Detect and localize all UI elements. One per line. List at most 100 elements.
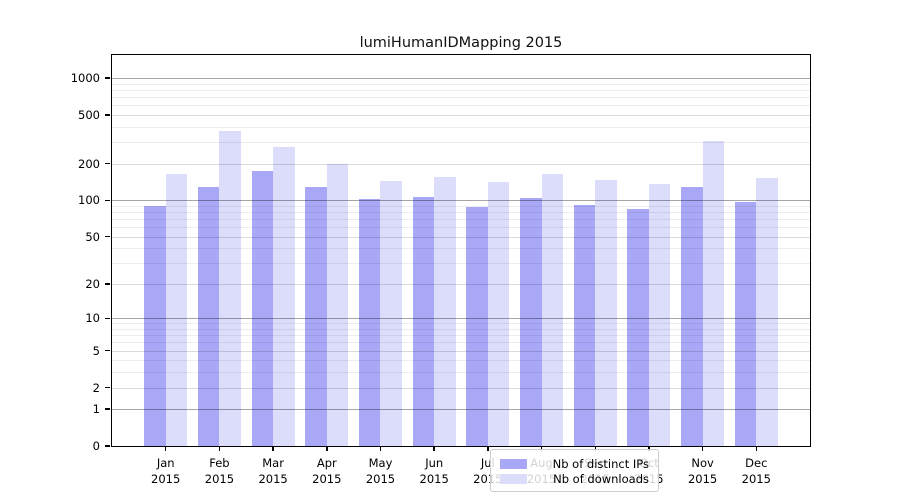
- gridline-5: [112, 350, 810, 352]
- x-tick-year: 2015: [365, 472, 396, 486]
- bar-distinct-ips-oct: [627, 208, 649, 446]
- x-tick-year: 2015: [419, 472, 449, 486]
- gridline-2: [112, 387, 810, 389]
- bar-downloads-feb: [219, 130, 241, 446]
- x-tick-year: 2015: [687, 472, 718, 486]
- x-tick-may: [379, 446, 382, 451]
- bar-distinct-ips-jul: [466, 206, 488, 446]
- bar-downloads-jun: [434, 177, 456, 446]
- gridline-minor-4: [112, 360, 810, 362]
- x-tick-dec: [755, 446, 758, 451]
- y-tick-label-10: 10: [85, 311, 100, 326]
- gridline-minor-80: [112, 212, 810, 213]
- gridline-1: [112, 409, 810, 411]
- gridline-minor-900: [112, 83, 810, 85]
- legend: Nb of distinct IPs Nb of downloads: [490, 449, 659, 492]
- bar-distinct-ips-aug: [520, 198, 542, 446]
- x-tick-year: 2015: [741, 472, 771, 486]
- bar-downloads-oct: [648, 184, 671, 446]
- y-tick-label-20: 20: [85, 276, 100, 291]
- gridline-50: [112, 236, 810, 238]
- gridline-500: [112, 114, 810, 116]
- x-tick-sep: [594, 446, 596, 451]
- gridline-200: [112, 163, 810, 165]
- bar-distinct-ips-nov: [681, 186, 703, 446]
- bar-distinct-ips-may: [358, 199, 381, 446]
- x-tick-month: May: [368, 456, 393, 470]
- legend-label-distinct-ips: Nb of distinct IPs: [552, 456, 649, 471]
- gridline-minor-7: [112, 335, 810, 337]
- y-tick-500: [105, 114, 110, 116]
- y-tick-label-2: 2: [92, 380, 100, 395]
- y-tick-label-100: 100: [78, 193, 100, 208]
- y-tick-0: [105, 445, 110, 447]
- y-tick-1000: [105, 77, 110, 79]
- x-tick-month: Jan: [156, 456, 175, 470]
- legend-label-downloads: Nb of downloads: [553, 471, 649, 486]
- y-tick-1: [105, 408, 110, 410]
- x-tick-label-mar: Mar 2015: [243, 455, 303, 487]
- x-tick-month: Apr: [316, 456, 337, 470]
- bar-downloads-nov: [702, 140, 725, 446]
- x-tick-year: 2015: [151, 472, 181, 486]
- gridline-minor-700: [112, 97, 810, 98]
- gridline-minor-9: [112, 323, 810, 325]
- gridline-minor-40: [112, 248, 810, 250]
- gridline-minor-90: [112, 205, 810, 207]
- bar-distinct-ips-jun: [412, 197, 435, 446]
- gridline-minor-6: [112, 342, 810, 344]
- gridline-minor-300: [112, 142, 810, 143]
- plot-area: Nb of distinct IPs Nb of downloads: [111, 54, 811, 492]
- y-tick-200: [105, 162, 110, 165]
- gridline-minor-800: [112, 89, 810, 91]
- bar-downloads-mar: [273, 147, 295, 446]
- bar-distinct-ips-apr: [305, 187, 327, 446]
- y-tick-label-500: 500: [78, 107, 100, 122]
- x-tick-oct: [648, 446, 650, 451]
- x-tick-month: Dec: [745, 456, 768, 470]
- x-tick-month: Jun: [425, 456, 444, 470]
- x-tick-nov: [701, 446, 704, 451]
- bar-distinct-ips-dec: [734, 201, 757, 446]
- gridline-minor-70: [112, 219, 810, 220]
- x-tick-label-feb: Feb 2015: [189, 455, 249, 487]
- x-tick-label-jan: Jan 2015: [136, 455, 196, 487]
- x-tick-month: Nov: [691, 456, 714, 470]
- bar-downloads-aug: [541, 173, 564, 446]
- y-tick-label-1000: 1000: [70, 71, 100, 85]
- bar-downloads-jan: [165, 174, 188, 446]
- y-tick-20: [105, 283, 110, 285]
- y-tick-label-1: 1: [92, 402, 100, 417]
- x-tick-mar: [272, 446, 274, 451]
- x-tick-jan: [164, 446, 167, 451]
- distinct-ips-swatch: [500, 458, 527, 469]
- gridline-minor-400: [112, 126, 810, 128]
- x-tick-label-dec: Dec 2015: [726, 455, 786, 487]
- x-tick-jun: [433, 446, 435, 451]
- x-tick-apr: [326, 446, 328, 451]
- gridline-10: [112, 318, 810, 320]
- bar-distinct-ips-sep: [573, 204, 596, 446]
- y-tick-50: [105, 235, 110, 238]
- x-tick-feb: [218, 446, 221, 451]
- x-tick-year: 2015: [258, 472, 288, 486]
- x-tick-year: 2015: [312, 472, 342, 486]
- y-tick-label-5: 5: [92, 343, 100, 358]
- bar-downloads-dec: [756, 177, 778, 446]
- y-tick-2: [105, 386, 110, 389]
- y-tick-10: [105, 317, 110, 319]
- x-tick-label-apr: Apr 2015: [297, 455, 357, 487]
- gridline-minor-30: [112, 263, 810, 265]
- gridline-20: [112, 283, 810, 285]
- y-tick-label-50: 50: [85, 229, 100, 244]
- x-tick-label-may: May 2015: [351, 455, 411, 487]
- chart-title: lumiHumanIDMapping 2015: [359, 35, 563, 51]
- bar-downloads-jul: [487, 182, 510, 446]
- x-tick-aug: [540, 446, 543, 451]
- x-tick-jul: [487, 446, 489, 451]
- legend-row-downloads: Nb of downloads: [500, 471, 649, 486]
- x-tick-month: Feb: [209, 456, 230, 470]
- x-tick-month: Mar: [262, 456, 284, 470]
- gridline-minor-60: [112, 227, 810, 229]
